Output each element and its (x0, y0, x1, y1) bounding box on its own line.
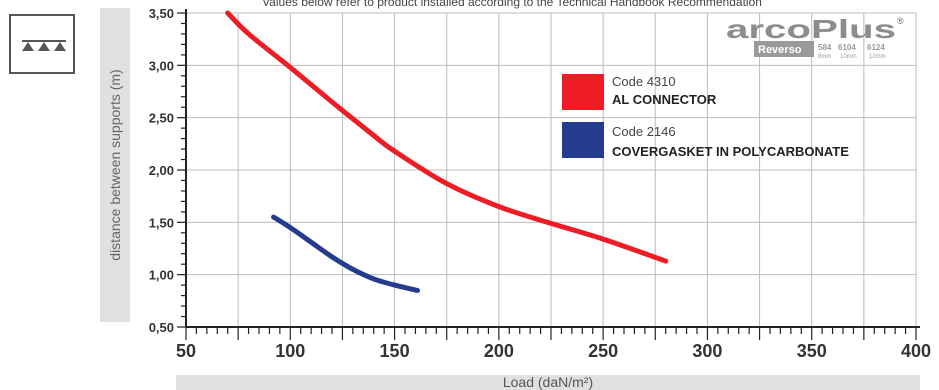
legend-code-4310: Code 4310 (612, 74, 676, 89)
legend-swatch-4310 (562, 74, 604, 110)
logo-code-1: 584 (818, 43, 832, 52)
logo-size-1: 8mm (818, 54, 831, 60)
y-tick-label: 1,50 (149, 215, 174, 230)
arcoplus-logo: arcoPlus ® Reverso 584 6104 6124 8mm 10m… (726, 14, 904, 60)
logo-code-2: 6104 (838, 43, 856, 52)
x-tick-label: 400 (901, 341, 931, 361)
legend-name-4310: AL CONNECTOR (612, 92, 717, 107)
legend-item-4310: Code 4310 AL CONNECTOR (562, 74, 717, 110)
x-tick-labels: 50 100 150 200 250 300 350 400 (176, 341, 931, 361)
legend-swatch-2146 (562, 122, 604, 158)
grid (185, 12, 917, 328)
x-axis-label-band (176, 375, 920, 390)
y-tick-label: 3,50 (149, 6, 174, 21)
logo-registered-mark: ® (897, 16, 904, 26)
legend: Code 4310 AL CONNECTOR Code 2146 COVERGA… (562, 74, 849, 159)
x-tick-label: 100 (275, 341, 305, 361)
load-triangles-icon (9, 14, 75, 74)
x-tick-label: 150 (380, 341, 410, 361)
series-group (225, 10, 669, 293)
logo-sub-brand: Reverso (758, 44, 802, 56)
x-tick-label: 250 (588, 341, 618, 361)
y-tick-labels: 0,50 1,00 1,50 2,00 2,50 3,00 3,50 (149, 6, 174, 335)
legend-name-2146: COVERGASKET IN POLYCARBONATE (612, 144, 849, 159)
y-tick-label: 1,00 (149, 268, 174, 283)
logo-brand: arcoPlus (726, 14, 896, 44)
logo-sub-badge (754, 41, 814, 57)
y-axis-label-band (100, 8, 130, 322)
series-line-4310 (225, 10, 669, 264)
x-tick-label: 300 (692, 341, 722, 361)
logo-size-3: 12mm (869, 54, 886, 60)
y-tick-label: 2,00 (149, 163, 174, 178)
installation-note: Values below refer to product installed … (262, 0, 762, 9)
logo-size-2: 10mm (840, 54, 857, 60)
y-tick-label: 0,50 (149, 320, 174, 335)
logo-code-3: 6124 (867, 43, 885, 52)
y-axis-label: distance between supports (m) (107, 69, 123, 260)
legend-item-2146: Code 2146 COVERGASKET IN POLYCARBONATE (562, 122, 849, 159)
y-tick-label: 2,50 (149, 111, 174, 126)
axes (177, 9, 920, 340)
series-line-2146 (271, 214, 420, 293)
y-tick-label: 3,00 (149, 58, 174, 73)
legend-code-2146: Code 2146 (612, 124, 676, 139)
x-tick-label: 50 (176, 341, 196, 361)
x-tick-label: 350 (797, 341, 827, 361)
x-tick-label: 200 (484, 341, 514, 361)
x-axis-label: Load (daN/m²) (503, 374, 593, 390)
